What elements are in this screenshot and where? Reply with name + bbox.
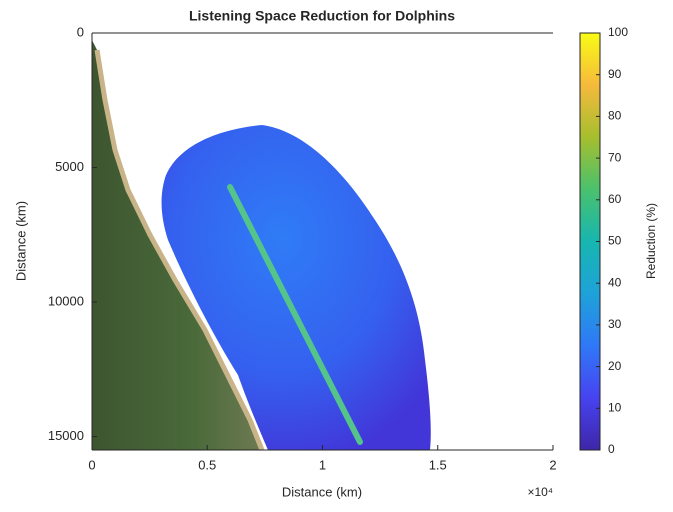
x-tick-label: 0 [88,457,95,472]
x-tick-label: 1 [319,457,326,472]
x-tick-label: 2 [549,457,556,472]
y-tick-label: 5000 [55,159,84,174]
y-axis-label: Distance (km) [13,201,28,281]
colorbar-tick-label: 10 [608,400,622,414]
chart: Listening Space Reduction for Dolphins D… [0,0,673,512]
colorbar-tick-label: 90 [608,67,622,81]
colorbar-tick-label: 60 [608,192,622,206]
chart-title: Listening Space Reduction for Dolphins [189,8,455,24]
y-tick-label: 15000 [48,428,84,443]
x-axis-label: Distance (km) [282,484,362,499]
image-layer [92,40,431,450]
colorbar-tick-label: 80 [608,109,622,123]
colorbar-tick-label: 40 [608,275,622,289]
colorbar-tick-label: 50 [608,234,622,248]
colorbar-tick-label: 30 [608,317,622,331]
y-tick-label: 0 [77,24,84,39]
y-tick-label: 10000 [48,293,84,308]
colorbar-tick-label: 20 [608,359,622,373]
x-multiplier: ×10⁴ [527,485,553,499]
x-tick-label: 1.5 [429,457,447,472]
colorbar-tick-label: 100 [608,25,628,39]
colorbar-label: Reduction (%) [644,203,658,279]
colorbar-tick-label: 0 [608,442,615,456]
colorbar-tick-label: 70 [608,150,622,164]
x-tick-label: 0.5 [198,457,216,472]
